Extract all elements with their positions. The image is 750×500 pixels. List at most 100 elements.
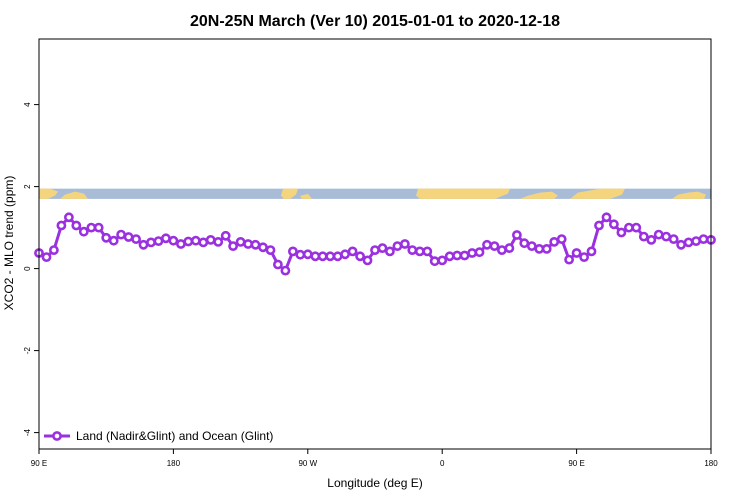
- data-point: [646, 234, 657, 245]
- data-point: [594, 220, 604, 231]
- data-point: [384, 246, 395, 257]
- land-shape: [300, 193, 312, 199]
- data-point: [355, 251, 365, 262]
- data-point: [340, 249, 350, 260]
- data-point: [407, 245, 418, 255]
- chart-title: 20N-25N March (Ver 10) 2015-01-01 to 202…: [190, 13, 560, 30]
- data-point: [467, 248, 477, 258]
- data-point: [101, 232, 112, 243]
- data-point: [131, 234, 141, 244]
- series-layer: [34, 212, 716, 276]
- data-point: [526, 241, 537, 251]
- x-axis-label: Longitude (deg E): [327, 476, 422, 490]
- data-point: [168, 235, 179, 246]
- y-tick-label: 2: [23, 184, 32, 189]
- x-tick-label: 180: [704, 459, 718, 468]
- data-point: [370, 245, 380, 255]
- data-point: [631, 222, 642, 233]
- y-tick-label: -4: [23, 428, 32, 436]
- data-point: [49, 245, 59, 255]
- x-tick-label: 90 E: [568, 459, 584, 468]
- data-point: [235, 236, 246, 247]
- legend-label: Land (Nadir&Glint) and Ocean (Glint): [76, 429, 273, 443]
- data-point: [579, 252, 589, 262]
- land-shape: [39, 188, 58, 199]
- y-tick-label: 0: [23, 266, 32, 271]
- data-point: [452, 250, 462, 261]
- data-point: [41, 252, 52, 262]
- data-point: [71, 220, 82, 231]
- plot-frame: [38, 38, 712, 450]
- data-point: [190, 235, 201, 246]
- data-point: [93, 222, 104, 233]
- data-point: [541, 243, 552, 254]
- data-point: [504, 243, 515, 253]
- data-point: [661, 231, 672, 242]
- data-point: [638, 231, 649, 242]
- data-point: [332, 251, 343, 262]
- data-point: [295, 249, 306, 260]
- land-shape: [60, 191, 88, 199]
- data-point: [422, 246, 433, 257]
- data-point: [108, 235, 119, 246]
- legend-marker: [52, 431, 62, 441]
- data-point: [220, 230, 231, 241]
- data-point: [160, 233, 171, 244]
- data-point: [653, 229, 664, 240]
- data-point: [616, 227, 627, 238]
- data-point: [78, 226, 89, 237]
- x-tick-label: 0: [440, 459, 445, 468]
- data-point: [265, 245, 276, 255]
- data-point: [116, 229, 126, 240]
- data-point: [392, 241, 403, 251]
- data-point: [272, 259, 283, 270]
- data-point: [205, 234, 216, 245]
- x-tick-label: 90 E: [31, 459, 47, 468]
- data-point: [489, 241, 500, 251]
- data-point: [564, 254, 574, 265]
- data-point: [280, 265, 291, 276]
- data-point: [586, 246, 597, 257]
- data-point: [519, 238, 530, 249]
- x-tick-label: 90 W: [298, 459, 317, 468]
- data-point: [347, 246, 358, 257]
- data-point: [377, 243, 388, 253]
- data-point: [444, 251, 455, 262]
- data-point: [258, 242, 268, 253]
- data-point: [243, 239, 253, 249]
- map-strip-land: [39, 188, 706, 199]
- data-point: [287, 246, 298, 257]
- data-point: [676, 239, 686, 250]
- data-point: [496, 245, 507, 255]
- data-point: [601, 212, 612, 223]
- data-point: [64, 212, 74, 223]
- data-point: [138, 239, 149, 250]
- map-strip-ocean: [39, 188, 711, 199]
- data-point: [146, 237, 156, 248]
- y-tick-label: -2: [23, 346, 32, 354]
- y-tick-label: 4: [23, 102, 32, 107]
- data-point: [683, 237, 694, 248]
- data-point: [437, 255, 448, 266]
- data-point: [512, 230, 522, 240]
- data-point: [302, 249, 313, 260]
- data-point: [609, 219, 619, 230]
- data-point: [56, 220, 67, 231]
- data-point: [250, 239, 261, 250]
- land-shape: [281, 188, 298, 199]
- legend: Land (Nadir&Glint) and Ocean (Glint): [44, 429, 273, 443]
- data-point: [571, 248, 582, 258]
- map-strip: [39, 188, 711, 199]
- data-point: [183, 236, 194, 247]
- data-point: [325, 251, 336, 262]
- data-point: [549, 236, 560, 247]
- land-shape: [570, 188, 625, 199]
- data-point: [429, 256, 440, 267]
- data-point: [362, 255, 373, 266]
- data-point: [123, 232, 134, 242]
- data-point: [698, 234, 709, 244]
- data-point: [317, 251, 328, 262]
- data-point: [691, 236, 701, 246]
- data-point: [668, 234, 679, 244]
